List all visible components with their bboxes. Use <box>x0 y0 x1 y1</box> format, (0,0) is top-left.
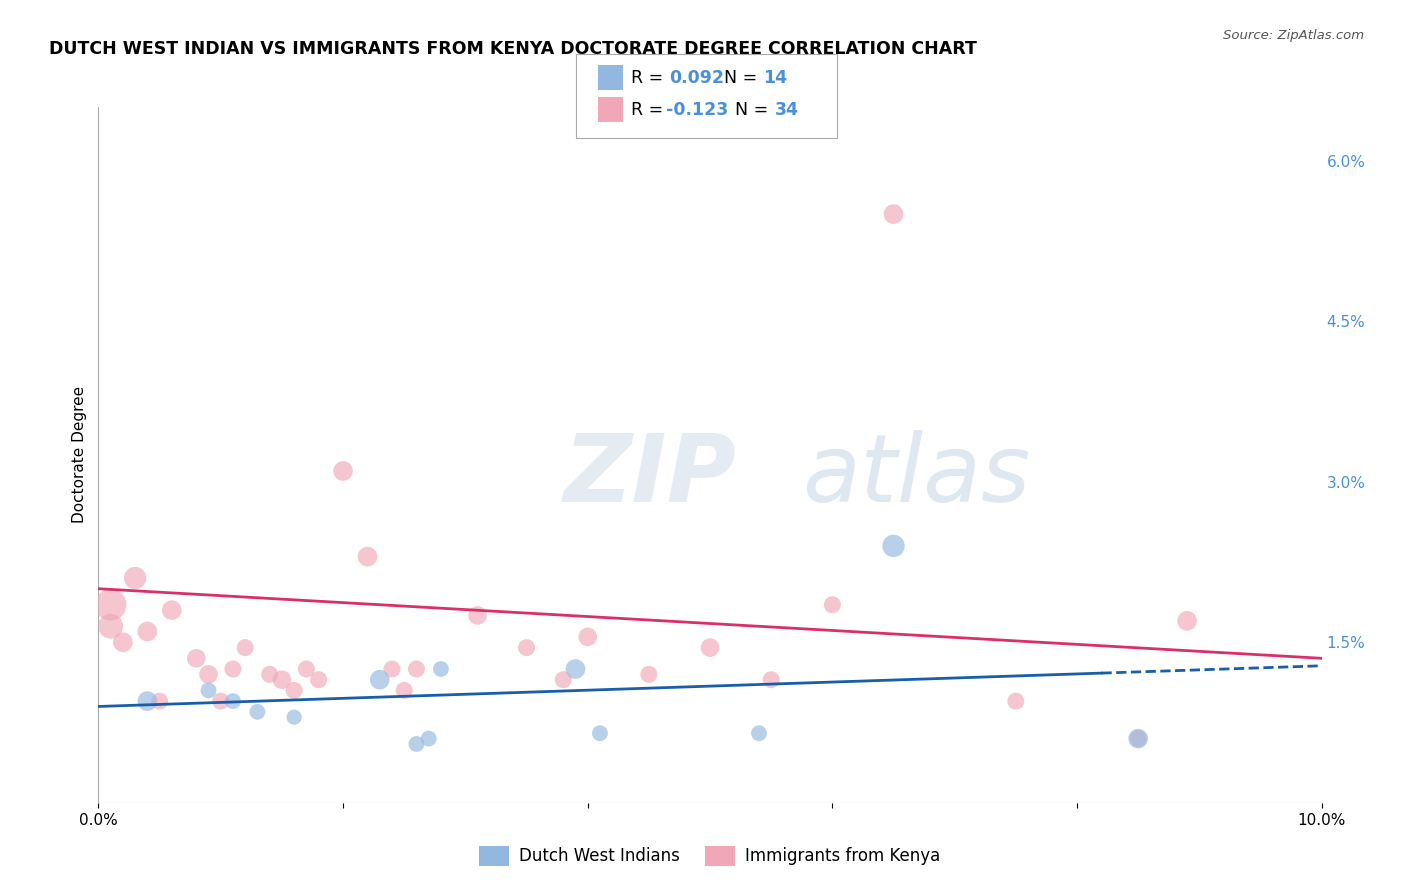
Text: R =: R = <box>631 69 669 87</box>
Point <box>589 726 612 740</box>
Point <box>222 694 245 708</box>
Point <box>564 662 586 676</box>
Point <box>283 710 305 724</box>
Point <box>699 640 721 655</box>
Text: R =: R = <box>631 101 669 119</box>
Point <box>136 624 159 639</box>
Text: -0.123: -0.123 <box>666 101 728 119</box>
Text: Source: ZipAtlas.com: Source: ZipAtlas.com <box>1223 29 1364 43</box>
Point <box>332 464 354 478</box>
Point <box>1128 731 1150 746</box>
Point <box>748 726 770 740</box>
Point <box>1175 614 1198 628</box>
Point <box>308 673 330 687</box>
Point <box>100 619 122 633</box>
Point <box>1004 694 1026 708</box>
Point <box>124 571 146 585</box>
Legend: Dutch West Indians, Immigrants from Kenya: Dutch West Indians, Immigrants from Keny… <box>471 838 949 874</box>
Point <box>111 635 134 649</box>
Point <box>1128 731 1150 746</box>
Point <box>821 598 844 612</box>
Text: 34: 34 <box>775 101 799 119</box>
Point <box>883 539 905 553</box>
Y-axis label: Doctorate Degree: Doctorate Degree <box>72 386 87 524</box>
Point <box>197 683 219 698</box>
Point <box>418 731 440 746</box>
Text: 0.092: 0.092 <box>669 69 724 87</box>
Text: N =: N = <box>713 69 762 87</box>
Point <box>222 662 245 676</box>
Point <box>209 694 232 708</box>
Point <box>283 683 305 698</box>
Point <box>160 603 183 617</box>
Text: DUTCH WEST INDIAN VS IMMIGRANTS FROM KENYA DOCTORATE DEGREE CORRELATION CHART: DUTCH WEST INDIAN VS IMMIGRANTS FROM KEN… <box>49 40 977 58</box>
Text: ZIP: ZIP <box>564 430 737 522</box>
Point <box>259 667 281 681</box>
Point <box>295 662 318 676</box>
Point <box>392 683 416 698</box>
Point <box>186 651 208 665</box>
Text: 14: 14 <box>763 69 787 87</box>
Text: N =: N = <box>724 101 773 119</box>
Point <box>576 630 599 644</box>
Point <box>637 667 661 681</box>
Point <box>759 673 782 687</box>
Point <box>381 662 404 676</box>
Point <box>149 694 172 708</box>
Point <box>430 662 453 676</box>
Point <box>368 673 391 687</box>
Point <box>467 608 489 623</box>
Text: atlas: atlas <box>801 430 1031 521</box>
Point <box>246 705 269 719</box>
Point <box>516 640 538 655</box>
Point <box>270 673 292 687</box>
Point <box>356 549 378 564</box>
Point <box>100 598 122 612</box>
Point <box>197 667 219 681</box>
Point <box>405 737 427 751</box>
Point <box>136 694 159 708</box>
Point <box>233 640 256 655</box>
Point <box>553 673 575 687</box>
Point <box>405 662 427 676</box>
Point <box>883 207 905 221</box>
